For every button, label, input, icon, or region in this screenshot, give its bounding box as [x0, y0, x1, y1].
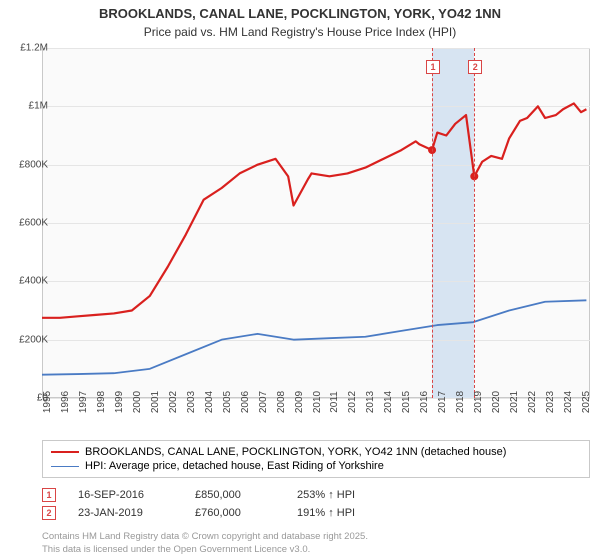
- x-tick-label: 2013: [365, 391, 376, 413]
- chart-lines: [42, 48, 590, 398]
- sale-pct: 253% ↑ HPI: [297, 489, 397, 501]
- legend: BROOKLANDS, CANAL LANE, POCKLINGTON, YOR…: [42, 440, 590, 478]
- y-tick-label: £200K: [19, 334, 48, 345]
- x-tick-label: 2003: [186, 391, 197, 413]
- sale-marker-flag: 1: [426, 60, 440, 74]
- sale-row: 1 16-SEP-2016 £850,000 253% ↑ HPI: [42, 486, 397, 504]
- y-tick-label: £400K: [19, 276, 48, 287]
- legend-swatch: [51, 451, 79, 453]
- x-tick-label: 2017: [437, 391, 448, 413]
- x-tick-label: 2008: [276, 391, 287, 413]
- plot-area: 12: [42, 48, 590, 398]
- x-tick-label: 1999: [114, 391, 125, 413]
- legend-row: BROOKLANDS, CANAL LANE, POCKLINGTON, YOR…: [51, 445, 581, 459]
- sale-marker-box: 2: [42, 506, 56, 520]
- y-tick-label: £600K: [19, 218, 48, 229]
- x-tick-label: 2009: [294, 391, 305, 413]
- sale-date: 23-JAN-2019: [78, 507, 173, 519]
- x-tick-label: 1996: [60, 391, 71, 413]
- x-tick-label: 2020: [491, 391, 502, 413]
- x-tick-label: 2001: [150, 391, 161, 413]
- sale-marker-box: 1: [42, 488, 56, 502]
- footer-attribution: Contains HM Land Registry data © Crown c…: [42, 531, 368, 556]
- sale-price: £760,000: [195, 507, 275, 519]
- y-tick-label: £800K: [19, 159, 48, 170]
- x-tick-label: 2024: [563, 391, 574, 413]
- y-tick-label: £1.2M: [20, 43, 48, 54]
- legend-label: HPI: Average price, detached house, East…: [85, 460, 384, 472]
- x-tick-label: 2015: [401, 391, 412, 413]
- x-tick-label: 2005: [222, 391, 233, 413]
- x-tick-label: 2000: [132, 391, 143, 413]
- sale-date: 16-SEP-2016: [78, 489, 173, 501]
- sales-table: 1 16-SEP-2016 £850,000 253% ↑ HPI 2 23-J…: [42, 486, 397, 522]
- x-tick-label: 2016: [419, 391, 430, 413]
- sale-price: £850,000: [195, 489, 275, 501]
- sale-marker-flag: 2: [468, 60, 482, 74]
- chart-title-line1: BROOKLANDS, CANAL LANE, POCKLINGTON, YOR…: [0, 0, 600, 23]
- x-tick-label: 2014: [383, 391, 394, 413]
- x-tick-label: 1997: [78, 391, 89, 413]
- x-tick-label: 2023: [545, 391, 556, 413]
- x-tick-label: 1995: [42, 391, 53, 413]
- x-tick-label: 2007: [258, 391, 269, 413]
- footer-line2: This data is licensed under the Open Gov…: [42, 544, 368, 556]
- series-property: [42, 103, 586, 317]
- legend-swatch: [51, 466, 79, 467]
- y-tick-label: £1M: [29, 101, 48, 112]
- chart-title-line2: Price paid vs. HM Land Registry's House …: [0, 23, 600, 39]
- sale-row: 2 23-JAN-2019 £760,000 191% ↑ HPI: [42, 504, 397, 522]
- x-tick-label: 2012: [347, 391, 358, 413]
- x-tick-label: 2019: [473, 391, 484, 413]
- legend-row: HPI: Average price, detached house, East…: [51, 459, 581, 473]
- x-tick-label: 2006: [240, 391, 251, 413]
- x-tick-label: 2004: [204, 391, 215, 413]
- footer-line1: Contains HM Land Registry data © Crown c…: [42, 531, 368, 543]
- x-tick-label: 2011: [329, 391, 340, 413]
- x-tick-label: 2025: [581, 391, 592, 413]
- x-tick-label: 2018: [455, 391, 466, 413]
- legend-label: BROOKLANDS, CANAL LANE, POCKLINGTON, YOR…: [85, 446, 506, 458]
- x-tick-label: 2022: [527, 391, 538, 413]
- x-tick-label: 2002: [168, 391, 179, 413]
- sale-pct: 191% ↑ HPI: [297, 507, 397, 519]
- x-tick-label: 1998: [96, 391, 107, 413]
- x-tick-label: 2021: [509, 391, 520, 413]
- chart-container: { "title_line1": "BROOKLANDS, CANAL LANE…: [0, 0, 600, 560]
- x-tick-label: 2010: [312, 391, 323, 413]
